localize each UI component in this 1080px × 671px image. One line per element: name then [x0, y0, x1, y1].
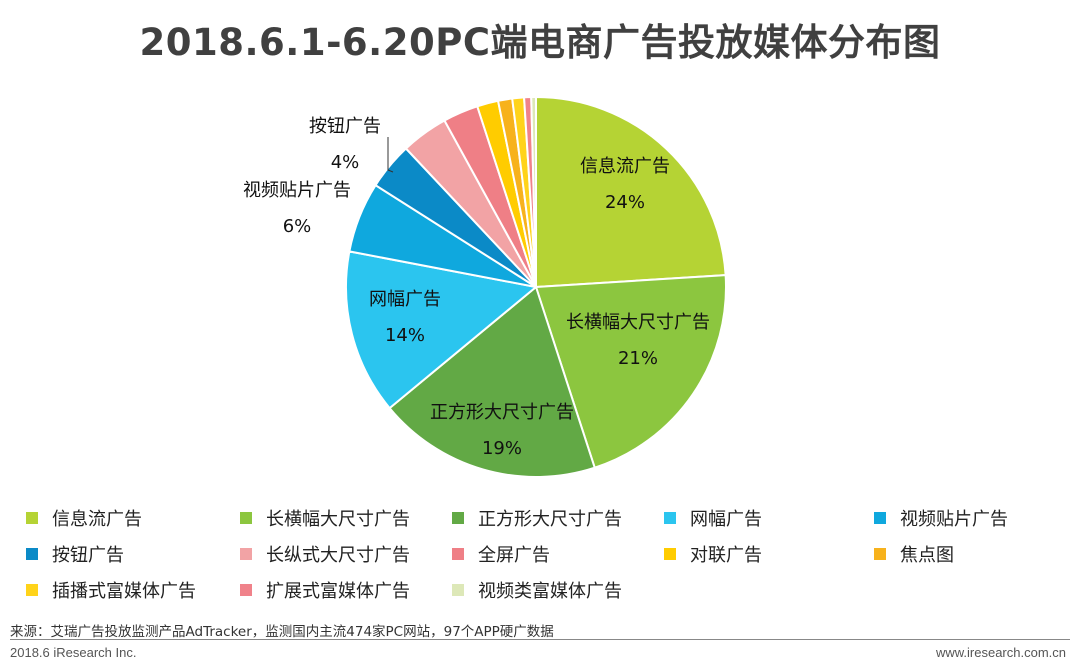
- legend-item: 正方形大尺寸广告: [452, 505, 622, 531]
- legend-label: 正方形大尺寸广告: [478, 509, 622, 530]
- slice-value-label: 19%: [482, 438, 522, 459]
- source-note: 来源：艾瑞广告投放监测产品AdTracker，监测国内主流474家PC网站，97…: [10, 624, 554, 640]
- footer-divider: [10, 639, 1070, 640]
- legend-swatch: [26, 548, 38, 560]
- legend-swatch: [452, 548, 464, 560]
- footer-url: www.iresearch.com.cn: [935, 645, 1066, 660]
- legend-item: 插播式富媒体广告: [26, 577, 196, 603]
- slice-name-label: 网幅广告: [369, 289, 441, 310]
- slice-name-label: 正方形大尺寸广告: [430, 402, 574, 423]
- pie-slice: [530, 95, 537, 288]
- legend-label: 插播式富媒体广告: [52, 581, 196, 602]
- legend-label: 视频类富媒体广告: [478, 581, 622, 602]
- label-leader-line: [387, 137, 394, 173]
- chart-title: 2018.6.1-6.20PC端电商广告投放媒体分布图: [139, 21, 941, 64]
- legend-item: 视频类富媒体广告: [452, 577, 622, 603]
- legend-item: 对联广告: [664, 541, 762, 567]
- legend-label: 全屏广告: [478, 545, 550, 566]
- legend-item: 按钮广告: [26, 541, 124, 567]
- legend-item: 网幅广告: [664, 505, 762, 531]
- legend-swatch: [240, 512, 252, 524]
- legend-label: 对联广告: [690, 545, 762, 566]
- slice-name-label: 视频贴片广告: [243, 180, 351, 201]
- pie-slice: [534, 274, 727, 469]
- legend-label: 信息流广告: [52, 509, 142, 530]
- pie-slice: [345, 250, 539, 410]
- legend-item: 长横幅大尺寸广告: [240, 505, 410, 531]
- legend-swatch: [874, 512, 886, 524]
- legend-swatch: [452, 584, 464, 596]
- legend-label: 扩展式富媒体广告: [266, 581, 410, 602]
- legend-swatch: [26, 512, 38, 524]
- legend-item: 扩展式富媒体广告: [240, 577, 410, 603]
- footer-copyright: 2018.6 iResearch Inc.: [10, 645, 137, 660]
- slice-value-label: 14%: [385, 325, 425, 346]
- legend-label: 长纵式大尺寸广告: [266, 545, 410, 566]
- slice-value-label: 6%: [283, 216, 312, 237]
- legend-swatch: [664, 548, 676, 560]
- slice-name-label: 信息流广告: [580, 156, 670, 177]
- slice-name-label: 长横幅大尺寸广告: [566, 312, 710, 333]
- slice-value-label: 24%: [605, 192, 645, 213]
- legend-swatch: [664, 512, 676, 524]
- legend-label: 长横幅大尺寸广告: [266, 509, 410, 530]
- legend-swatch: [26, 584, 38, 596]
- slice-value-label: 21%: [618, 348, 658, 369]
- pie-slice: [535, 95, 727, 289]
- legend-item: 信息流广告: [26, 505, 142, 531]
- pie-chart: 信息流广告 24% 长横幅大尺寸广告 21% 正方形大尺寸广告 19% 网幅广告 14% 视频贴…: [243, 95, 727, 478]
- slice-value-label: 4%: [331, 152, 360, 173]
- legend-swatch: [240, 548, 252, 560]
- legend-label: 视频贴片广告: [900, 509, 1008, 530]
- legend-label: 按钮广告: [52, 545, 124, 566]
- slice-name-label: 按钮广告: [309, 116, 381, 137]
- legend-item: 视频贴片广告: [874, 505, 1008, 531]
- legend-swatch: [874, 548, 886, 560]
- legend-swatch: [452, 512, 464, 524]
- legend-swatch: [240, 584, 252, 596]
- legend-item: 长纵式大尺寸广告: [240, 541, 410, 567]
- legend-label: 焦点图: [900, 545, 954, 566]
- legend-label: 网幅广告: [690, 509, 762, 530]
- legend-item: 焦点图: [874, 541, 954, 567]
- pie-slice: [388, 285, 596, 478]
- legend-item: 全屏广告: [452, 541, 550, 567]
